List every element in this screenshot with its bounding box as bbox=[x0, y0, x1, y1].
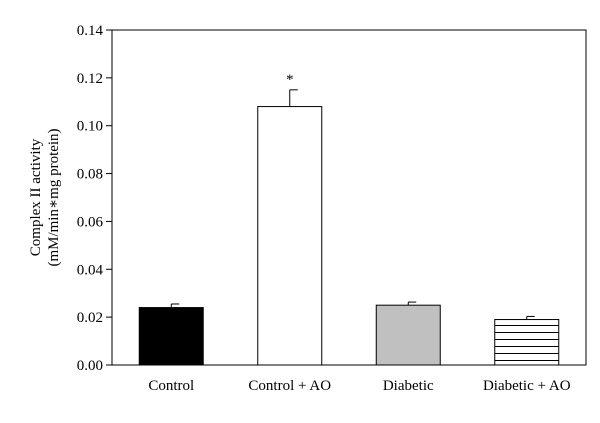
x-tick-label: Control bbox=[148, 378, 194, 394]
y-tick-label: 0.10 bbox=[77, 119, 103, 135]
x-tick-label: Diabetic + AO bbox=[483, 378, 571, 394]
y-tick-label: 0.04 bbox=[77, 262, 104, 278]
bar-diabetic-ao bbox=[494, 319, 560, 366]
y-tick-label: 0.06 bbox=[77, 214, 104, 230]
y-tick-label: 0.00 bbox=[77, 358, 103, 374]
x-tick-label: Control + AO bbox=[248, 378, 331, 394]
y-tick-label: 0.02 bbox=[77, 310, 103, 326]
y-tick-label: 0.14 bbox=[77, 23, 104, 39]
y-axis-title-line1: Complex II activity bbox=[28, 138, 44, 256]
bar-control-ao bbox=[257, 106, 323, 366]
y-axis-title-line2: (mM/min∗mg protein) bbox=[46, 128, 62, 266]
plot-frame bbox=[111, 29, 587, 366]
bars bbox=[138, 89, 560, 366]
axes: 0.00 0.02 0.04 0.06 0.08 0.10 0.12 0.14 bbox=[77, 23, 587, 374]
significance-marker: * bbox=[286, 72, 294, 88]
y-tick-label: 0.12 bbox=[77, 71, 103, 87]
labels: Complex II activity (mM/min∗mg protein) … bbox=[28, 72, 571, 394]
x-tick-label: Diabetic bbox=[383, 378, 434, 394]
bar-diabetic bbox=[375, 304, 441, 366]
bar-control bbox=[138, 307, 204, 366]
y-tick-label: 0.08 bbox=[77, 167, 103, 183]
